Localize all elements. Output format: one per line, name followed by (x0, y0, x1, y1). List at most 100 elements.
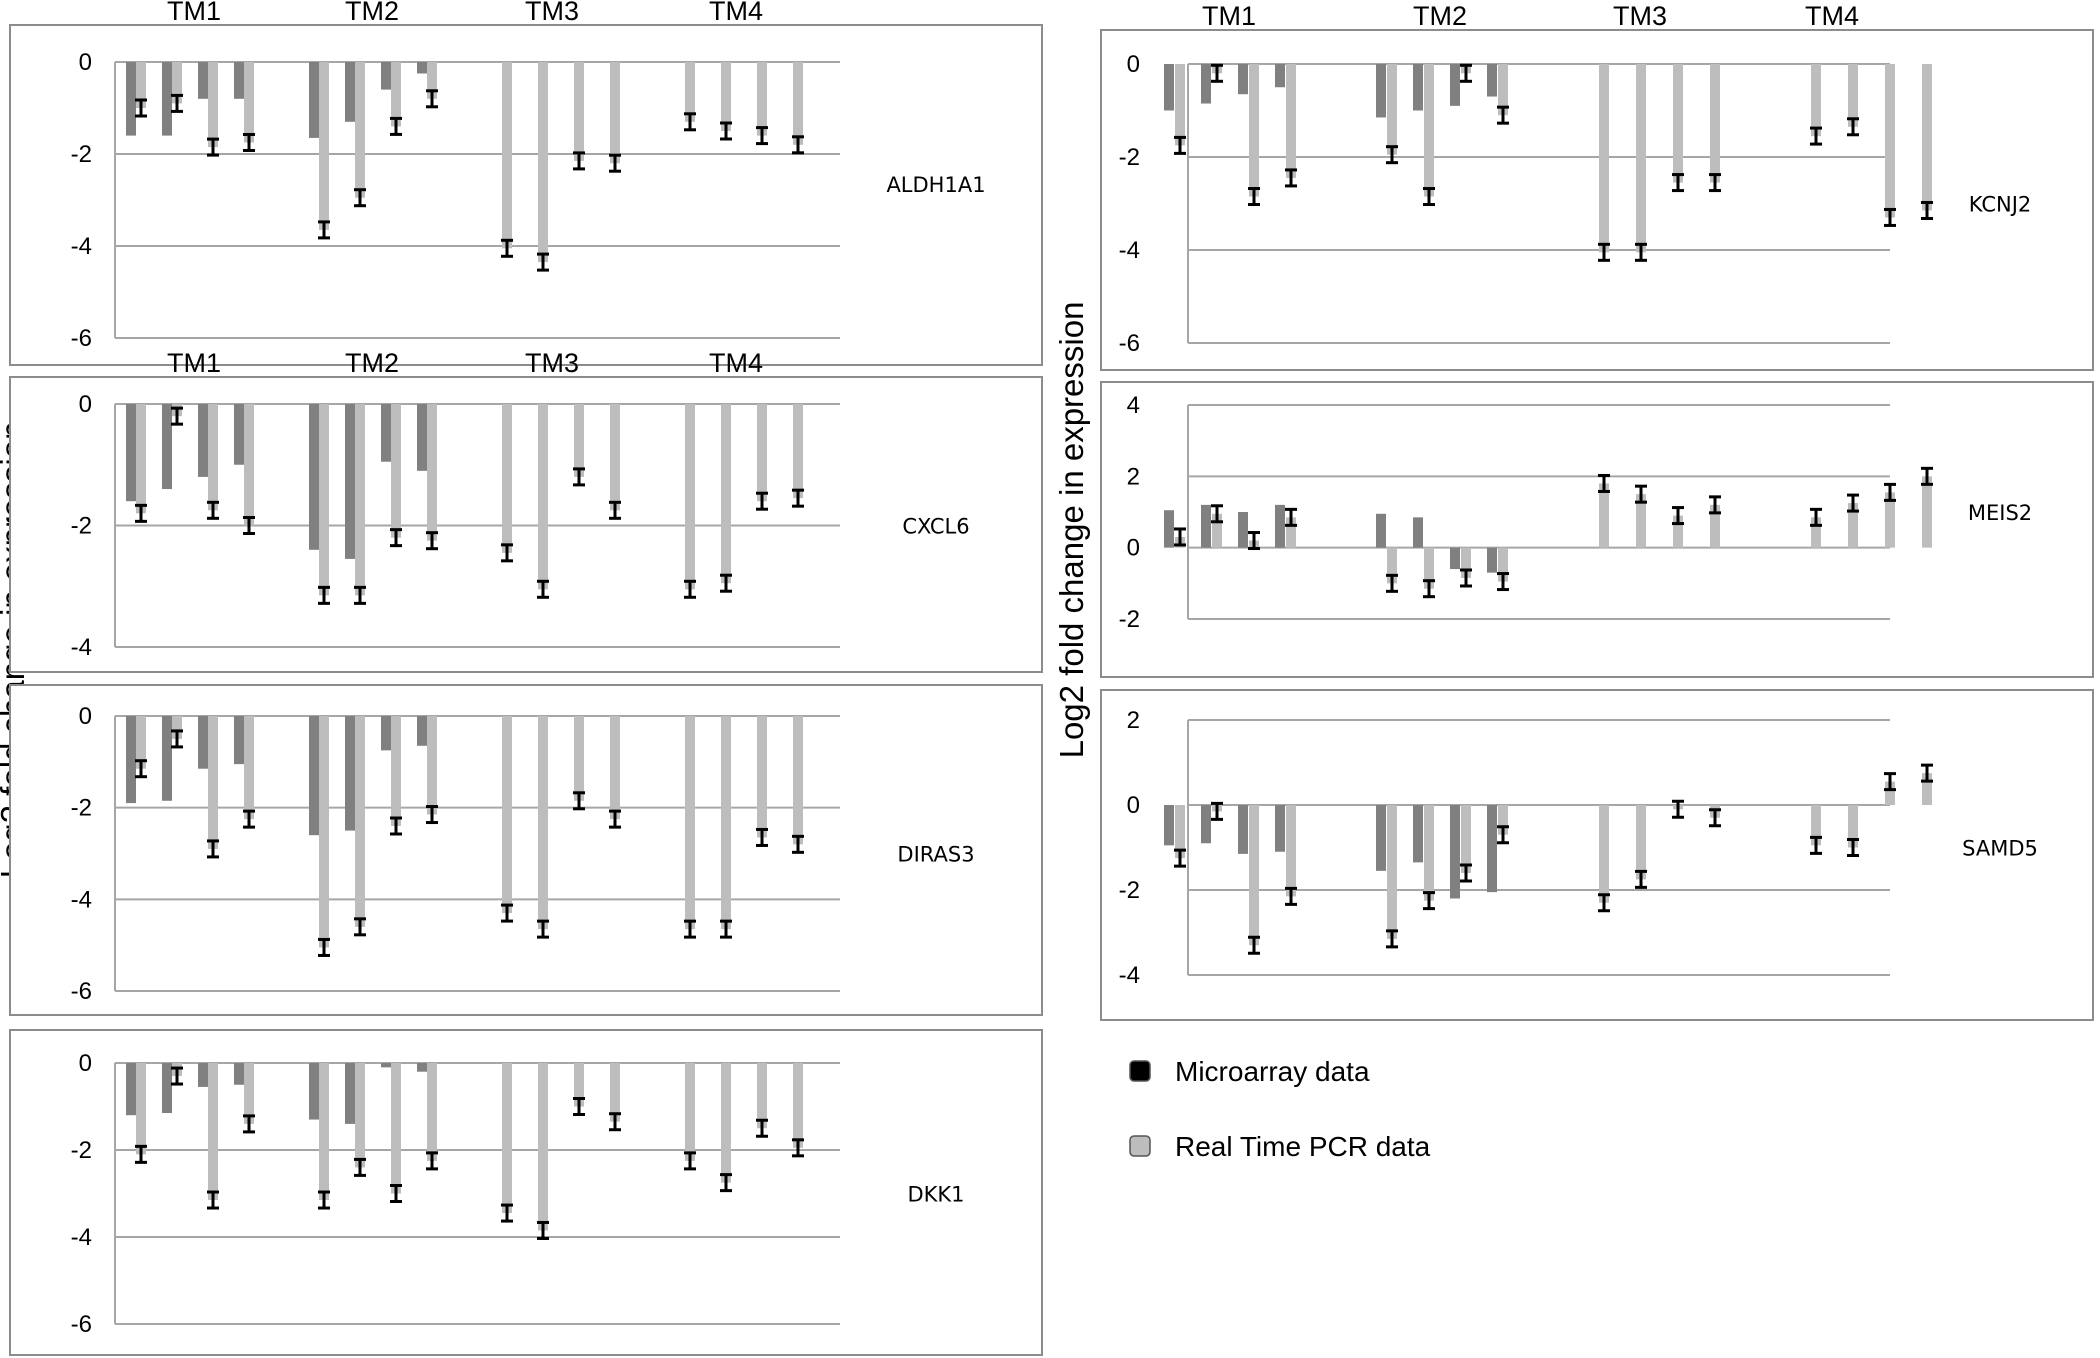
y-tick-label: 4 (1127, 392, 1140, 419)
error-bar (207, 839, 219, 859)
y-tick-label: 0 (79, 1050, 92, 1077)
bar-microarray (1413, 805, 1423, 863)
error-bar (354, 917, 366, 937)
chart-panel-samd5: 2 0 -2 -4 SAMD5 (1100, 689, 2094, 1021)
bar-microarray (126, 62, 136, 136)
bar-pcr (427, 716, 437, 815)
bar-pcr (721, 1063, 731, 1183)
error-bar (1709, 495, 1721, 515)
bar-pcr (610, 1063, 620, 1122)
bar-pcr (1424, 805, 1434, 901)
bar-microarray (1275, 504, 1285, 548)
error-bar (720, 573, 732, 593)
gene-label: ALDH1A1 (886, 173, 985, 197)
error-bar (1386, 145, 1398, 165)
error-bar (756, 827, 768, 847)
bar-pcr (538, 716, 548, 930)
bar-pcr (1848, 805, 1858, 848)
error-bar (573, 467, 585, 487)
error-bar (1211, 801, 1223, 821)
error-bar (1672, 799, 1684, 819)
error-bar (1921, 763, 1933, 783)
bar-pcr (319, 1063, 329, 1201)
error-bar (171, 1066, 183, 1086)
bar-microarray (126, 404, 136, 502)
bar-pcr (172, 62, 182, 104)
y-tick-label: -4 (71, 1224, 92, 1251)
error-bar (1423, 891, 1435, 911)
bar-pcr (1387, 547, 1397, 584)
error-bar (318, 585, 330, 605)
bar-pcr (502, 404, 512, 553)
error-bar (1248, 935, 1260, 955)
error-bar (1810, 126, 1822, 146)
error-bar (792, 488, 804, 508)
legend: Microarray data Real Time PCR data (1129, 1056, 1431, 1162)
error-bar (426, 531, 438, 551)
bar-pcr (757, 1063, 767, 1129)
bar-pcr (355, 62, 365, 198)
bar-pcr (1811, 64, 1821, 137)
y-tick-label: -2 (71, 795, 92, 822)
bar-pcr (1885, 492, 1895, 548)
bar-microarray (198, 404, 208, 477)
y-tick-label: -4 (71, 233, 92, 260)
error-bar (1884, 207, 1896, 227)
bar-pcr (391, 716, 401, 826)
bar-microarray (417, 404, 427, 471)
error-bar (1497, 825, 1509, 845)
bar-microarray (162, 716, 172, 801)
bar-pcr (1599, 483, 1609, 548)
error-bar (756, 1118, 768, 1138)
bar-pcr (685, 1063, 695, 1161)
error-bar (1635, 484, 1647, 504)
bar-pcr (1922, 773, 1932, 805)
error-bar (243, 1114, 255, 1134)
error-bar (207, 500, 219, 520)
bar-pcr (793, 716, 803, 845)
group-label-tm3: TM3 (1613, 1, 1667, 31)
bar-pcr (1286, 64, 1296, 178)
error-bar (1847, 838, 1859, 857)
error-bar (243, 809, 255, 829)
bar-pcr (1461, 805, 1471, 873)
error-bar (792, 135, 804, 155)
error-bar (792, 834, 804, 854)
error-bar (1921, 466, 1933, 486)
bar-microarray (309, 1063, 319, 1120)
bar-pcr (757, 716, 767, 838)
error-bar (573, 1097, 585, 1116)
legend-item-microarray: Microarray data (1129, 1056, 1370, 1087)
error-bar (135, 1144, 147, 1164)
bar-microarray (162, 404, 172, 490)
bar-pcr (1175, 64, 1185, 146)
error-bar (1285, 886, 1297, 906)
bar-pcr (574, 716, 584, 801)
error-bar (1174, 135, 1186, 155)
bar-pcr (1387, 64, 1397, 155)
error-bar (1884, 772, 1896, 792)
legend-label: Real Time PCR data (1175, 1131, 1431, 1162)
bar-microarray (1275, 64, 1285, 88)
y-tick-label: 0 (1127, 535, 1140, 562)
y-tick-label: -2 (1119, 606, 1140, 633)
bar-pcr (1636, 64, 1646, 253)
error-bar (354, 188, 366, 208)
bar-microarray (309, 404, 319, 550)
bar-microarray (1201, 64, 1211, 104)
bar-pcr (1710, 64, 1720, 183)
bar-pcr (757, 404, 767, 502)
error-bar (390, 528, 402, 548)
y-tick-label: 2 (1127, 463, 1140, 490)
bar-microarray (1164, 805, 1174, 846)
bar-microarray (126, 1063, 136, 1116)
bar-pcr (757, 62, 767, 136)
error-bar (207, 137, 219, 157)
bar-pcr (1424, 64, 1434, 197)
bar-microarray (1376, 64, 1386, 118)
error-bar (684, 1151, 696, 1171)
bar-microarray (1413, 517, 1423, 548)
bar-pcr (1885, 781, 1895, 805)
bar-pcr (793, 1063, 803, 1148)
error-bar (1211, 504, 1223, 524)
